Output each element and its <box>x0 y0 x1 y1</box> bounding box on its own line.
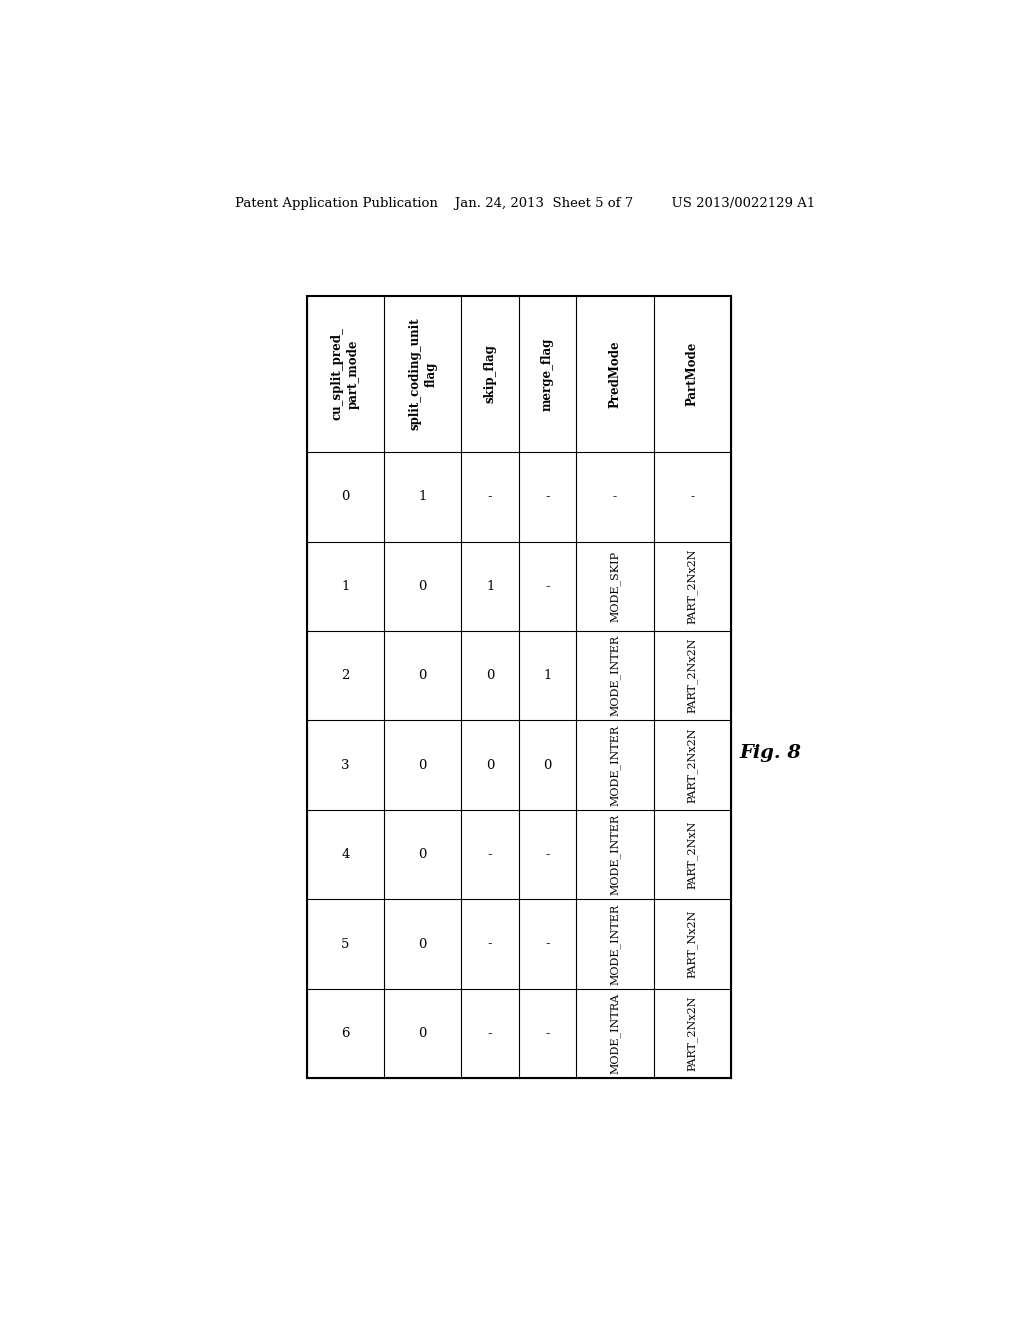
Text: Fig. 8: Fig. 8 <box>739 744 802 762</box>
Text: cu_split_pred_
part_mode: cu_split_pred_ part_mode <box>331 327 359 420</box>
Text: MODE_INTER: MODE_INTER <box>609 725 621 805</box>
Text: PART_Nx2N: PART_Nx2N <box>687 909 697 978</box>
Text: MODE_INTRA: MODE_INTRA <box>609 993 621 1074</box>
Text: -: - <box>487 849 493 861</box>
Text: 4: 4 <box>341 849 349 861</box>
Text: -: - <box>545 490 550 503</box>
Text: 1: 1 <box>486 579 495 593</box>
Text: PART_2NxN: PART_2NxN <box>687 821 697 888</box>
Text: 0: 0 <box>419 579 427 593</box>
Text: 6: 6 <box>341 1027 349 1040</box>
Text: PredMode: PredMode <box>608 341 622 408</box>
Text: 1: 1 <box>341 579 349 593</box>
Text: -: - <box>487 490 493 503</box>
Text: -: - <box>487 937 493 950</box>
Text: -: - <box>545 1027 550 1040</box>
Text: skip_flag: skip_flag <box>483 345 497 404</box>
Text: 2: 2 <box>341 669 349 682</box>
Text: -: - <box>487 1027 493 1040</box>
Text: PART_2Nx2N: PART_2Nx2N <box>687 549 697 624</box>
Text: PART_2Nx2N: PART_2Nx2N <box>687 995 697 1072</box>
Text: MODE_SKIP: MODE_SKIP <box>609 550 621 622</box>
Text: 5: 5 <box>341 937 349 950</box>
Text: 3: 3 <box>341 759 349 772</box>
Text: split_coding_unit
flag: split_coding_unit flag <box>409 318 437 430</box>
Text: 0: 0 <box>341 490 349 503</box>
Text: -: - <box>545 937 550 950</box>
Text: Patent Application Publication    Jan. 24, 2013  Sheet 5 of 7         US 2013/00: Patent Application Publication Jan. 24, … <box>234 197 815 210</box>
Text: PART_2Nx2N: PART_2Nx2N <box>687 727 697 803</box>
Text: merge_flag: merge_flag <box>541 337 554 411</box>
Text: 0: 0 <box>419 937 427 950</box>
Text: 0: 0 <box>486 759 495 772</box>
Text: 0: 0 <box>486 669 495 682</box>
Text: 0: 0 <box>419 849 427 861</box>
Text: -: - <box>545 579 550 593</box>
Text: 1: 1 <box>419 490 427 503</box>
Text: 0: 0 <box>419 669 427 682</box>
Bar <box>306 296 731 1078</box>
Text: -: - <box>690 490 694 503</box>
Text: MODE_INTER: MODE_INTER <box>609 814 621 895</box>
Text: 0: 0 <box>419 1027 427 1040</box>
Text: 1: 1 <box>544 669 552 682</box>
Text: MODE_INTER: MODE_INTER <box>609 903 621 985</box>
Text: 0: 0 <box>544 759 552 772</box>
Text: 0: 0 <box>419 759 427 772</box>
Text: -: - <box>545 849 550 861</box>
Text: MODE_INTER: MODE_INTER <box>609 635 621 717</box>
Text: PartMode: PartMode <box>686 342 699 407</box>
Text: PART_2Nx2N: PART_2Nx2N <box>687 638 697 714</box>
Text: -: - <box>613 490 617 503</box>
